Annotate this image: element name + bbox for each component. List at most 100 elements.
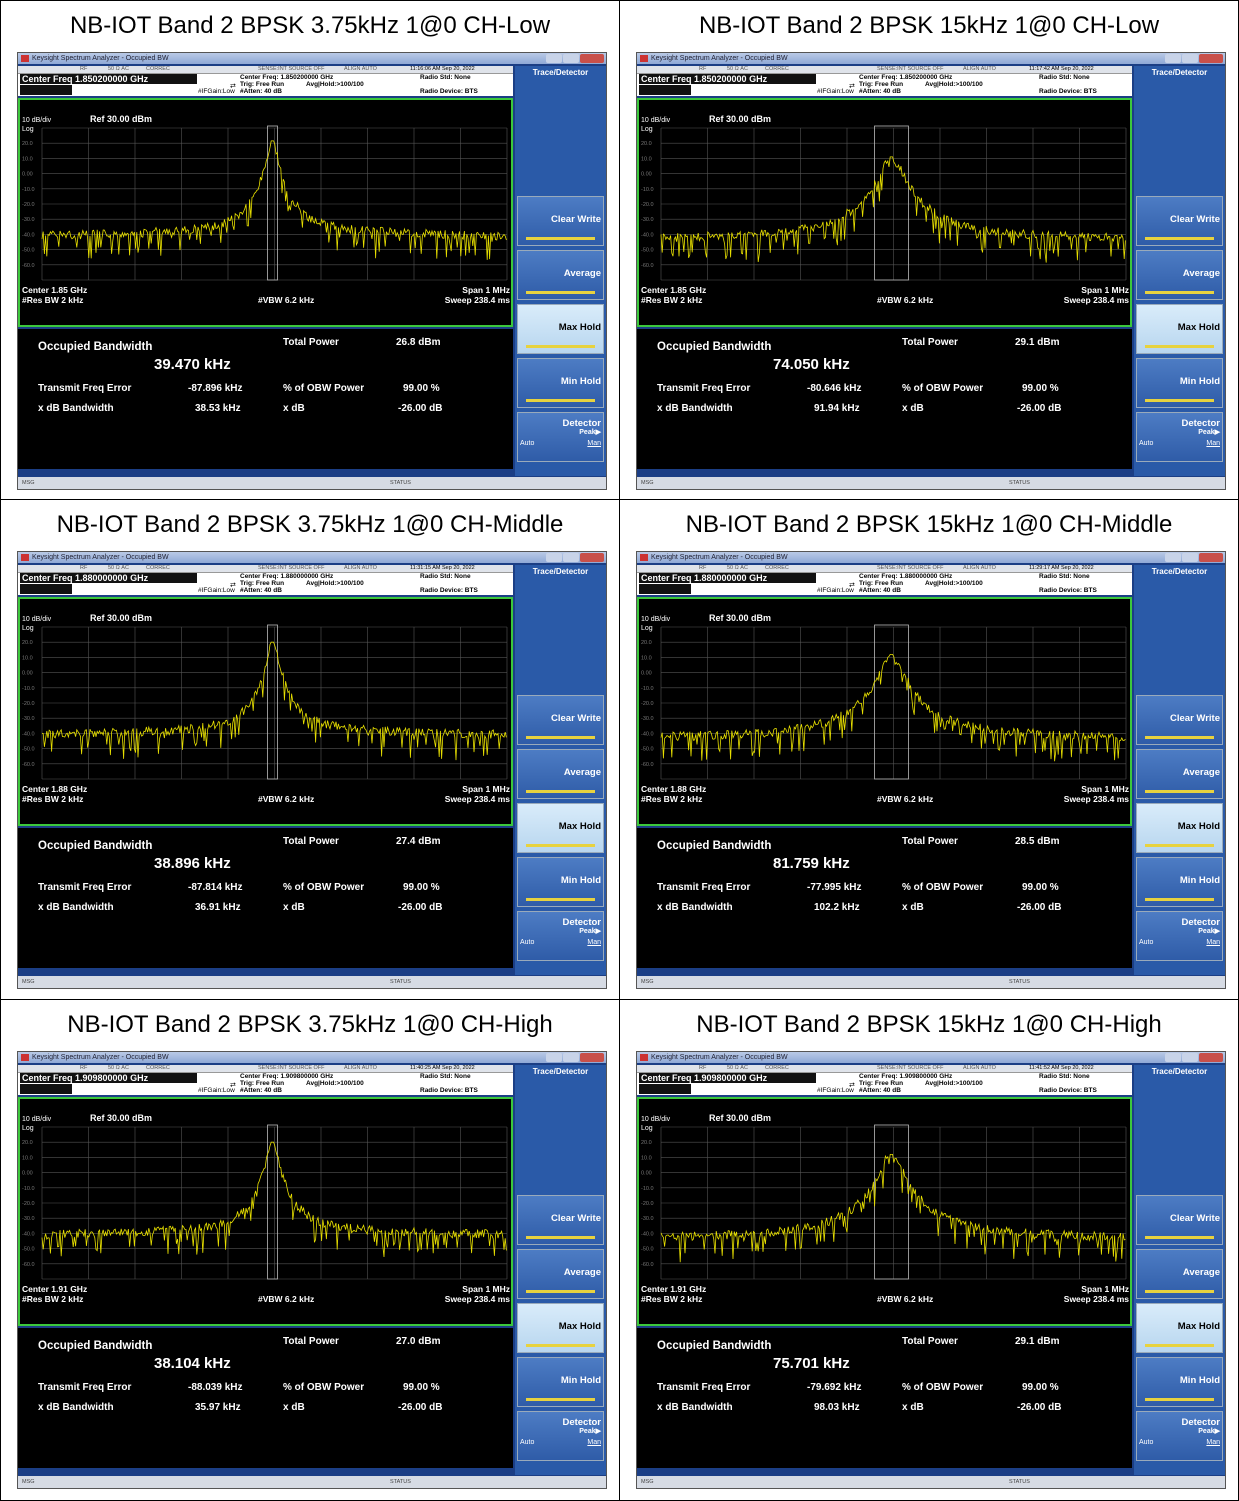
active-entry-box[interactable]	[20, 1084, 72, 1094]
min-hold-button[interactable]: Min Hold	[1136, 857, 1223, 907]
minimize-button[interactable]	[1165, 553, 1181, 562]
maximize-button[interactable]	[563, 553, 579, 562]
xdb-bw-label: x dB Bandwidth	[657, 403, 733, 414]
clear-write-button[interactable]: Clear Write	[1136, 1195, 1223, 1245]
swap-icon: ⇄	[849, 83, 855, 90]
average-button[interactable]: Average	[517, 1249, 604, 1299]
average-button[interactable]: Average	[1136, 1249, 1223, 1299]
active-entry-box[interactable]	[639, 85, 691, 95]
window-title: Keysight Spectrum Analyzer - Occupied BW	[651, 554, 788, 561]
clear-write-button[interactable]: Clear Write	[517, 1195, 604, 1245]
active-entry-box[interactable]	[20, 584, 72, 594]
close-button[interactable]	[580, 1053, 604, 1062]
maximize-button[interactable]	[563, 1053, 579, 1062]
detector-button[interactable]: Detector Peak▶ Auto Man	[517, 1411, 604, 1461]
center-freq-field[interactable]: Center Freq 1.909800000 GHz	[20, 1073, 197, 1083]
maximize-button[interactable]	[1182, 553, 1198, 562]
active-entry-box[interactable]	[639, 584, 691, 594]
clear-write-button[interactable]: Clear Write	[517, 695, 604, 745]
min-hold-button[interactable]: Min Hold	[517, 857, 604, 907]
minimize-button[interactable]	[1165, 54, 1181, 63]
clear-write-button[interactable]: Clear Write	[517, 196, 604, 246]
center-freq-setting-value: 1.880000000 GHz	[280, 573, 334, 580]
message-bar: MSG STATUS	[18, 976, 606, 988]
maximize-button[interactable]	[563, 54, 579, 63]
center-freq-field[interactable]: Center Freq 1.880000000 GHz	[639, 573, 816, 583]
spectrum-plot[interactable]: 10 dB/div Ref 30.00 dBm Log 20.0 10.0 0.00 -10…	[637, 98, 1132, 327]
average-button[interactable]: Average	[1136, 250, 1223, 300]
occupied-bw-value: 38.896 kHz	[154, 855, 231, 872]
avg-hold-setting: Avg|Hold:>100/100	[306, 580, 364, 587]
spectrum-plot[interactable]: 10 dB/div Ref 30.00 dBm Log 20.0 10.0 0.00 -10…	[18, 597, 513, 826]
min-hold-button[interactable]: Min Hold	[1136, 358, 1223, 408]
vbw-label: #VBW 6.2 kHz	[877, 295, 933, 305]
average-button[interactable]: Average	[517, 250, 604, 300]
spectrum-plot[interactable]: 10 dB/div Ref 30.00 dBm Log 20.0 10.0 0.00 -10…	[637, 1097, 1132, 1326]
obw-marker-box	[874, 624, 909, 780]
minimize-button[interactable]	[1165, 1053, 1181, 1062]
clear-write-button[interactable]: Clear Write	[1136, 196, 1223, 246]
average-underline	[1145, 1290, 1214, 1293]
clear-write-button[interactable]: Clear Write	[1136, 695, 1223, 745]
minimize-button[interactable]	[546, 553, 562, 562]
spectrum-plot[interactable]: 10 dB/div Ref 30.00 dBm Log 20.0 10.0 0.00 -10…	[18, 98, 513, 327]
average-button[interactable]: Average	[517, 749, 604, 799]
center-freq-field[interactable]: Center Freq 1.909800000 GHz	[639, 1073, 816, 1083]
center-freq-setting: Center Freq: 1.850200000 GHz	[859, 74, 952, 81]
max-hold-button[interactable]: Max Hold	[1136, 1303, 1223, 1353]
detector-button[interactable]: Detector Peak▶ Auto Man	[1136, 412, 1223, 462]
freq-error-label: Transmit Freq Error	[38, 882, 132, 893]
close-button[interactable]	[580, 553, 604, 562]
maximize-button[interactable]	[1182, 54, 1198, 63]
min-hold-underline	[526, 399, 595, 402]
close-button[interactable]	[1199, 1053, 1223, 1062]
panel-caption: NB-IOT Band 2 BPSK 15kHz 1@0 CH-High	[696, 1011, 1162, 1038]
average-button[interactable]: Average	[1136, 749, 1223, 799]
center-freq-field[interactable]: Center Freq 1.850200000 GHz	[20, 74, 197, 84]
y-tick-label: -40.0	[641, 731, 654, 737]
max-hold-button[interactable]: Max Hold	[1136, 803, 1223, 853]
radio-std: Radio Std: None	[1039, 573, 1090, 580]
detector-button[interactable]: Detector Peak▶ Auto Man	[1136, 911, 1223, 961]
max-hold-button[interactable]: Max Hold	[517, 803, 604, 853]
detector-button[interactable]: Detector Peak▶ Auto Man	[517, 911, 604, 961]
max-hold-underline	[1145, 844, 1214, 847]
y-tick-label: -10.0	[641, 686, 654, 692]
center-freq-field[interactable]: Center Freq 1.850200000 GHz	[639, 74, 816, 84]
y-tick-label: -20.0	[22, 701, 35, 707]
min-hold-underline	[526, 1398, 595, 1401]
sweep-label: Sweep 238.4 ms	[1064, 295, 1129, 305]
y-tick-label: 0.00	[641, 1171, 652, 1177]
detector-button[interactable]: Detector Peak▶ Auto Man	[1136, 1411, 1223, 1461]
max-hold-button[interactable]: Max Hold	[517, 1303, 604, 1353]
min-hold-button[interactable]: Min Hold	[1136, 1357, 1223, 1407]
minimize-button[interactable]	[546, 54, 562, 63]
spectrum-plot[interactable]: 10 dB/div Ref 30.00 dBm Log 20.0 10.0 0.00 -10…	[637, 597, 1132, 826]
clear-write-underline	[1145, 736, 1214, 739]
total-power-value: 29.1 dBm	[1015, 337, 1060, 348]
detector-button[interactable]: Detector Peak▶ Auto Man	[517, 412, 604, 462]
spectrum-trace	[660, 1154, 1126, 1263]
clear-write-label: Clear Write	[551, 214, 601, 225]
min-hold-button[interactable]: Min Hold	[517, 358, 604, 408]
close-button[interactable]	[1199, 553, 1223, 562]
center-freq-field[interactable]: Center Freq 1.880000000 GHz	[20, 573, 197, 583]
min-hold-button[interactable]: Min Hold	[517, 1357, 604, 1407]
max-hold-button[interactable]: Max Hold	[517, 304, 604, 354]
minimize-button[interactable]	[546, 1053, 562, 1062]
panel-6: NB-IOT Band 2 BPSK 15kHz 1@0 CH-High Key…	[619, 999, 1239, 1501]
close-button[interactable]	[1199, 54, 1223, 63]
center-freq-label: Center 1.88 GHz	[22, 784, 87, 794]
status-strip: RF 50 Ω AC CORREC SENSE:INT SOURCE OFF A…	[637, 565, 1132, 573]
close-button[interactable]	[580, 54, 604, 63]
active-entry-box[interactable]	[639, 1084, 691, 1094]
y-tick-label: -60.0	[22, 762, 35, 768]
detector-peak-label: Peak▶	[1198, 928, 1220, 935]
xdb-bw-label: x dB Bandwidth	[657, 902, 733, 913]
spectrum-plot[interactable]: 10 dB/div Ref 30.00 dBm Log 20.0 10.0 0.00 -10…	[18, 1097, 513, 1326]
max-hold-underline	[526, 345, 595, 348]
maximize-button[interactable]	[1182, 1053, 1198, 1062]
freq-error-value: -80.646 kHz	[807, 383, 862, 394]
max-hold-button[interactable]: Max Hold	[1136, 304, 1223, 354]
active-entry-box[interactable]	[20, 85, 72, 95]
